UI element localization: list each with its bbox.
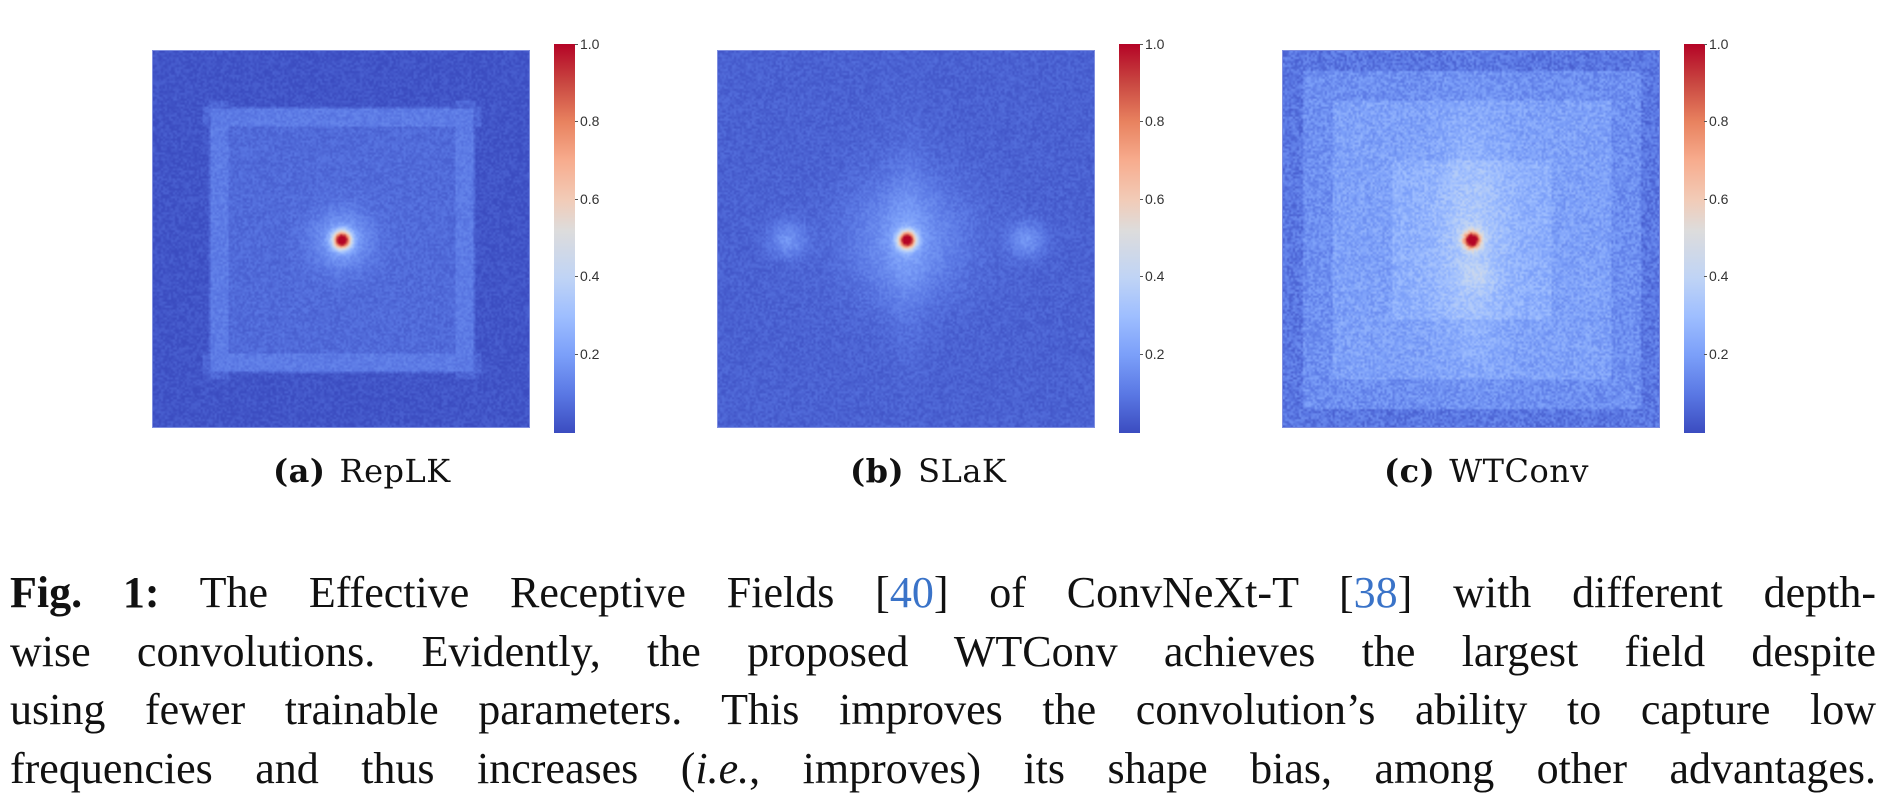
subcaption-tag: (c)	[1384, 452, 1436, 490]
colorbar-tick-label: 0.6	[1139, 190, 1165, 207]
subcaption-name: RepLK	[339, 452, 451, 490]
caption-text: frequencies and thus increases (	[10, 743, 696, 793]
caption-line: wise convolutions. Evidently, the propos…	[10, 623, 1876, 682]
subcaption-tag: (b)	[850, 452, 905, 490]
subcaption-a: (a) RepLK	[273, 452, 451, 490]
caption-line: using fewer trainable parameters. This i…	[10, 681, 1876, 740]
colorbar-tick-label: 1.0	[1139, 36, 1165, 52]
caption-text: ] of ConvNeXt-T [	[933, 568, 1354, 617]
subcaption-b: (b) SLaK	[850, 452, 1006, 490]
figure-caption: Fig. 1: The Effective Receptive Fields […	[10, 564, 1876, 798]
caption-text: The Effective Receptive Fields [	[159, 568, 890, 617]
colorbar	[1119, 44, 1140, 433]
colorbar	[1684, 44, 1705, 433]
colorbar-tick-label: 0.2	[1703, 345, 1729, 362]
heatmap-slak	[717, 50, 1095, 428]
subcaption-name: WTConv	[1449, 452, 1589, 490]
heatmap-canvas	[718, 51, 1094, 427]
panel-a: (a) RepLK	[0, 0, 575, 520]
colorbar	[554, 44, 575, 433]
subcaption-name: SLaK	[918, 452, 1007, 490]
heatmap-canvas	[1283, 51, 1659, 427]
colorbar-tick-label: 0.8	[1703, 113, 1729, 130]
colorbar-tick-label: 0.6	[1703, 190, 1729, 207]
subcaption-tag: (a)	[273, 452, 326, 490]
colorbar-tick-label: 0.6	[574, 190, 600, 207]
heatmap-canvas	[153, 51, 529, 427]
citation-link[interactable]: 40	[889, 568, 934, 617]
colorbar-tick-label: 0.4	[1703, 268, 1729, 285]
figure-label: Fig. 1:	[10, 568, 160, 617]
caption-line: Fig. 1: The Effective Receptive Fields […	[10, 564, 1876, 623]
caption-text: , improves) its shape bias, among other …	[749, 743, 1876, 793]
colorbar-tick-label: 0.4	[1139, 268, 1165, 285]
panel-c: (c) WTConv	[0, 0, 1705, 520]
colorbar-tick-label: 0.2	[1139, 345, 1165, 362]
colorbar-tick-label: 0.4	[574, 268, 600, 285]
colorbar-tick-label: 0.8	[574, 113, 600, 130]
caption-line: frequencies and thus increases (i.e., im…	[10, 740, 1876, 799]
colorbar-tick-label: 0.2	[574, 345, 600, 362]
subcaption-c: (c) WTConv	[1384, 452, 1589, 490]
panel-b: (b) SLaK	[0, 0, 1140, 520]
colorbar-tick-label: 0.8	[1139, 113, 1165, 130]
heatmap-replk	[152, 50, 530, 428]
citation-link[interactable]: 38	[1353, 568, 1398, 617]
caption-text: wise convolutions. Evidently, the propos…	[10, 626, 1876, 676]
caption-text: using fewer trainable parameters. This i…	[10, 685, 1876, 734]
caption-text: ] with different depth-	[1397, 568, 1876, 617]
heatmap-wtconv	[1282, 50, 1660, 428]
colorbar-tick-label: 1.0	[1703, 36, 1729, 52]
caption-text: i.e.	[695, 743, 750, 793]
colorbar-tick-label: 1.0	[574, 36, 600, 52]
